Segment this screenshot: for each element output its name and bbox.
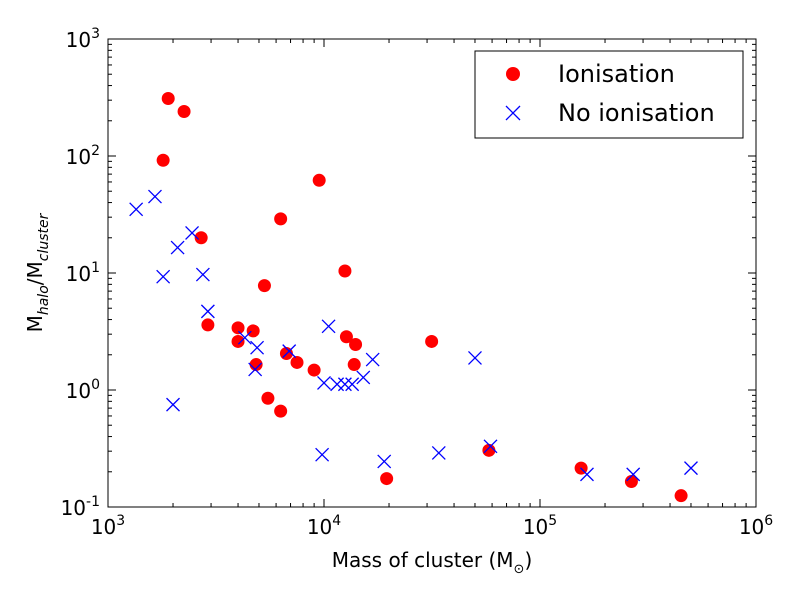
ionisation-point	[257, 279, 271, 293]
y-tick-label-exp: 3	[91, 26, 100, 42]
y-tick-label-exp: 1	[91, 260, 100, 276]
x-tick-label: 105	[523, 513, 557, 539]
x-axis-label-sub: ⊙	[514, 562, 525, 577]
x-tick-label-base: 10	[91, 515, 116, 539]
no-ionisation-point	[166, 397, 180, 412]
ionisation-point	[231, 321, 245, 335]
ionisation-point	[349, 337, 363, 351]
x-axis-label: Mass of cluster (M⊙)	[332, 548, 533, 577]
no-ionisation-point	[483, 439, 498, 454]
ionisation-point	[290, 355, 304, 369]
no-ionisation-point	[356, 370, 371, 385]
ionisation-point	[201, 318, 215, 332]
ionisation-point	[307, 363, 321, 377]
legend-no-ionisation-marker	[505, 105, 521, 121]
ionisation-point	[274, 212, 288, 226]
y-tick-label-exp: 0	[91, 377, 100, 393]
y-axis-label: Mhalo/Mcluster	[23, 212, 52, 332]
ionisation-point	[261, 391, 275, 405]
data-points	[129, 92, 698, 503]
x-axis-label-close: )	[524, 548, 532, 572]
y-tick-label-exp: 2	[91, 143, 100, 159]
no-ionisation-point	[468, 350, 482, 365]
series-no-ionisation	[129, 189, 698, 482]
x-tick-label-base: 10	[307, 515, 332, 539]
legend-ionisation-marker	[506, 67, 520, 81]
no-ionisation-point	[365, 352, 380, 367]
ionisation-point	[624, 475, 638, 489]
no-ionisation-point	[248, 362, 263, 377]
legend: Ionisation No ionisation	[474, 50, 744, 139]
no-ionisation-point	[330, 377, 345, 392]
no-ionisation-point	[170, 240, 185, 255]
series-ionisation	[156, 92, 688, 503]
x-tick-label-base: 10	[523, 515, 548, 539]
ionisation-point	[312, 173, 326, 187]
ionisation-point	[674, 489, 688, 503]
no-ionisation-point	[321, 319, 336, 334]
y-tick-label-base: 10	[66, 262, 91, 286]
x-tick-label: 104	[307, 513, 341, 539]
ionisation-point	[194, 231, 208, 245]
no-ionisation-point	[195, 267, 210, 282]
y-tick-label: 100	[66, 377, 100, 403]
y-tick-label: 102	[66, 143, 100, 169]
y-axis-label-sub1: halo	[36, 285, 52, 315]
x-tick-label-exp: 5	[548, 513, 557, 529]
legend-ionisation-label: Ionisation	[558, 60, 675, 88]
ionisation-point	[347, 358, 361, 372]
ionisation-point	[156, 153, 170, 167]
no-ionisation-point	[580, 467, 594, 482]
ionisation-point	[380, 472, 394, 486]
y-tick-label-base: 10	[66, 28, 91, 52]
y-tick-label-base: 10	[66, 379, 91, 403]
legend-no-ionisation-label: No ionisation	[558, 99, 715, 127]
no-ionisation-point	[250, 340, 265, 355]
ionisation-point	[161, 92, 175, 106]
y-axis-label-sub2: cluster	[36, 212, 52, 261]
ionisation-point	[231, 334, 245, 348]
ionisation-point	[338, 264, 352, 278]
y-tick-label-base: 10	[66, 145, 91, 169]
no-ionisation-point	[377, 454, 392, 469]
no-ionisation-point	[684, 461, 698, 476]
y-tick-label: 103	[66, 26, 100, 52]
ionisation-point	[274, 404, 288, 418]
x-tick-label-exp: 4	[332, 513, 341, 529]
no-ionisation-point	[345, 377, 360, 392]
ionisation-point	[177, 105, 191, 119]
no-ionisation-point	[282, 344, 297, 359]
ionisation-point	[482, 443, 496, 457]
ionisation-point	[425, 334, 439, 348]
no-ionisation-point	[315, 447, 330, 462]
y-tick-label: 10-1	[61, 494, 100, 520]
x-tick-label: 103	[91, 513, 125, 539]
legend-box	[474, 50, 744, 139]
y-tick-label: 101	[66, 260, 100, 286]
no-ionisation-point	[148, 189, 162, 204]
no-ionisation-point	[317, 375, 331, 390]
y-axis-label-mid: /M	[23, 261, 47, 285]
y-axis-label-main: M	[23, 315, 47, 332]
x-axis-label-main: Mass of cluster (M	[332, 548, 514, 572]
y-tick-label-exp: -1	[86, 494, 100, 510]
no-ionisation-point	[200, 304, 215, 319]
no-ionisation-point	[237, 330, 252, 345]
x-tick-label-exp: 6	[764, 513, 773, 529]
y-tick-label-base: 10	[61, 496, 86, 520]
x-tick-label-exp: 3	[116, 513, 125, 529]
x-tick-label-base: 10	[739, 515, 764, 539]
no-ionisation-point	[337, 377, 352, 392]
ionisation-point	[339, 330, 353, 344]
no-ionisation-point	[156, 269, 171, 284]
no-ionisation-point	[129, 202, 144, 217]
no-ionisation-point	[626, 467, 641, 482]
no-ionisation-point	[431, 445, 446, 460]
x-tick-label: 106	[739, 513, 773, 539]
no-ionisation-point	[185, 225, 200, 240]
ionisation-point	[246, 324, 260, 338]
